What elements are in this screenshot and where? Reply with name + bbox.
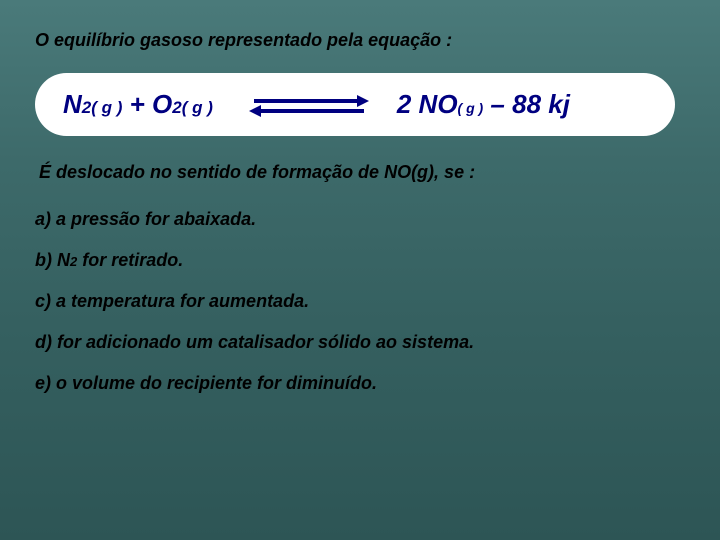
intro-text: O equilíbrio gasoso representado pela eq… <box>35 30 685 51</box>
option-a: a) a pressão for abaixada. <box>35 209 685 230</box>
eq-n-sub: 2( g ) <box>82 98 123 117</box>
arrow-icon <box>249 90 369 120</box>
eq-o-sub: 2( g ) <box>172 98 213 117</box>
option-b: b) N2 for retirado. <box>35 250 685 271</box>
option-e: e) o volume do recipiente for diminuído. <box>35 373 685 394</box>
eq-energy: – 88 kj <box>483 89 570 119</box>
slide-container: O equilíbrio gasoso representado pela eq… <box>0 0 720 540</box>
question-text: É deslocado no sentido de formação de NO… <box>39 162 685 183</box>
equation-right: 2 NO( g ) – 88 kj <box>397 89 570 120</box>
equation-left: N2( g ) + O2( g ) <box>63 89 213 120</box>
option-b-pre: b) N <box>35 250 70 270</box>
option-c: c) a temperatura for aumentada. <box>35 291 685 312</box>
eq-right-coeff: 2 NO <box>397 89 458 119</box>
eq-plus: + O <box>122 89 172 119</box>
equilibrium-arrow <box>249 90 369 120</box>
eq-n: N <box>63 89 82 119</box>
equation-box: N2( g ) + O2( g ) 2 NO( g ) – 88 kj <box>35 73 675 136</box>
eq-right-sub: ( g ) <box>458 100 484 116</box>
option-b-post: for retirado. <box>77 250 183 270</box>
option-d: d) for adicionado um catalisador sólido … <box>35 332 685 353</box>
